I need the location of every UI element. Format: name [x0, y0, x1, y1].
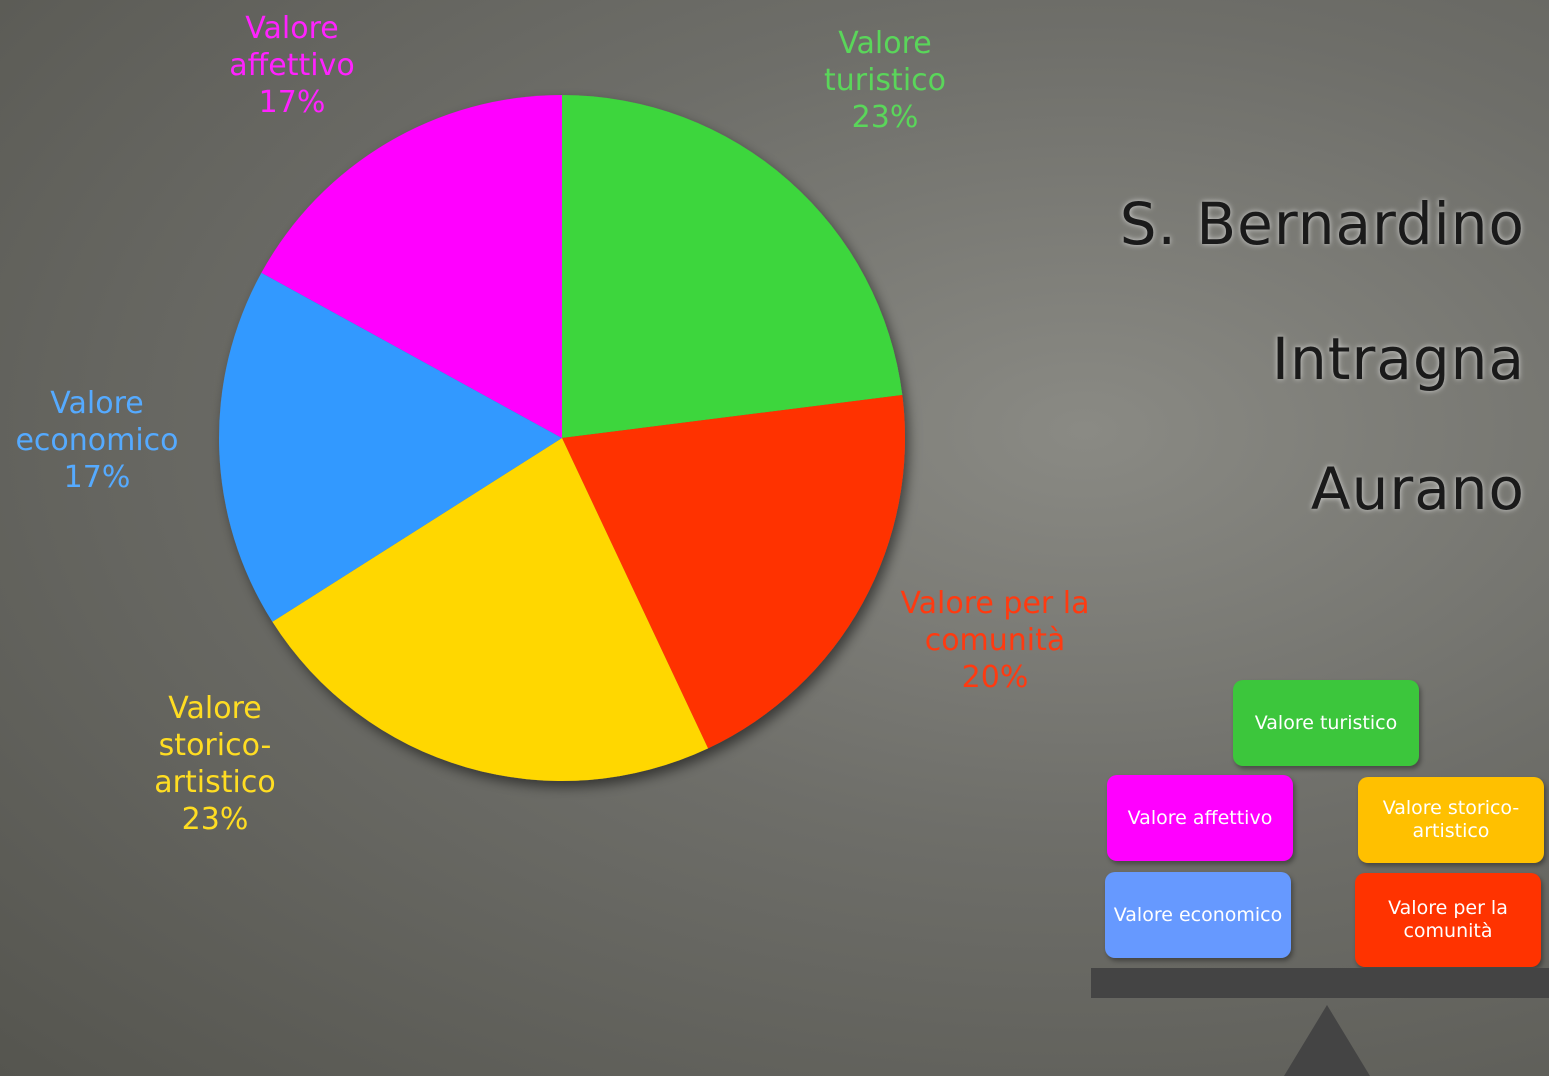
slice-value: 17% [207, 84, 377, 121]
slice-value: 20% [895, 659, 1095, 696]
pie-slice [562, 95, 902, 438]
place-name: Aurano [1311, 455, 1525, 523]
slice-value: 17% [2, 459, 192, 496]
balance-box: Valore turistico [1233, 680, 1419, 766]
slice-value: 23% [810, 99, 960, 136]
balance-beam [1091, 968, 1549, 998]
slice-value: 23% [140, 801, 290, 838]
balance-box: Valore affettivo [1107, 775, 1293, 861]
balance-box: Valore storico-artistico [1358, 777, 1544, 863]
slice-category: Valore economico [2, 385, 192, 459]
balance-box: Valore economico [1105, 872, 1291, 958]
slide: S. Bernardino Intragna Aurano Valore tur… [0, 0, 1549, 1076]
balance-box: Valore per la comunità [1355, 873, 1541, 967]
slice-category: Valore turistico [810, 25, 960, 99]
pie-chart [0, 0, 1549, 1076]
slice-category: Valore storico-artistico [140, 690, 290, 801]
pie [219, 95, 905, 781]
place-name: S. Bernardino [1120, 190, 1525, 258]
place-name: Intragna [1272, 325, 1525, 393]
slice-category: Valore per la comunità [895, 585, 1095, 659]
slice-category: Valore affettivo [207, 10, 377, 84]
